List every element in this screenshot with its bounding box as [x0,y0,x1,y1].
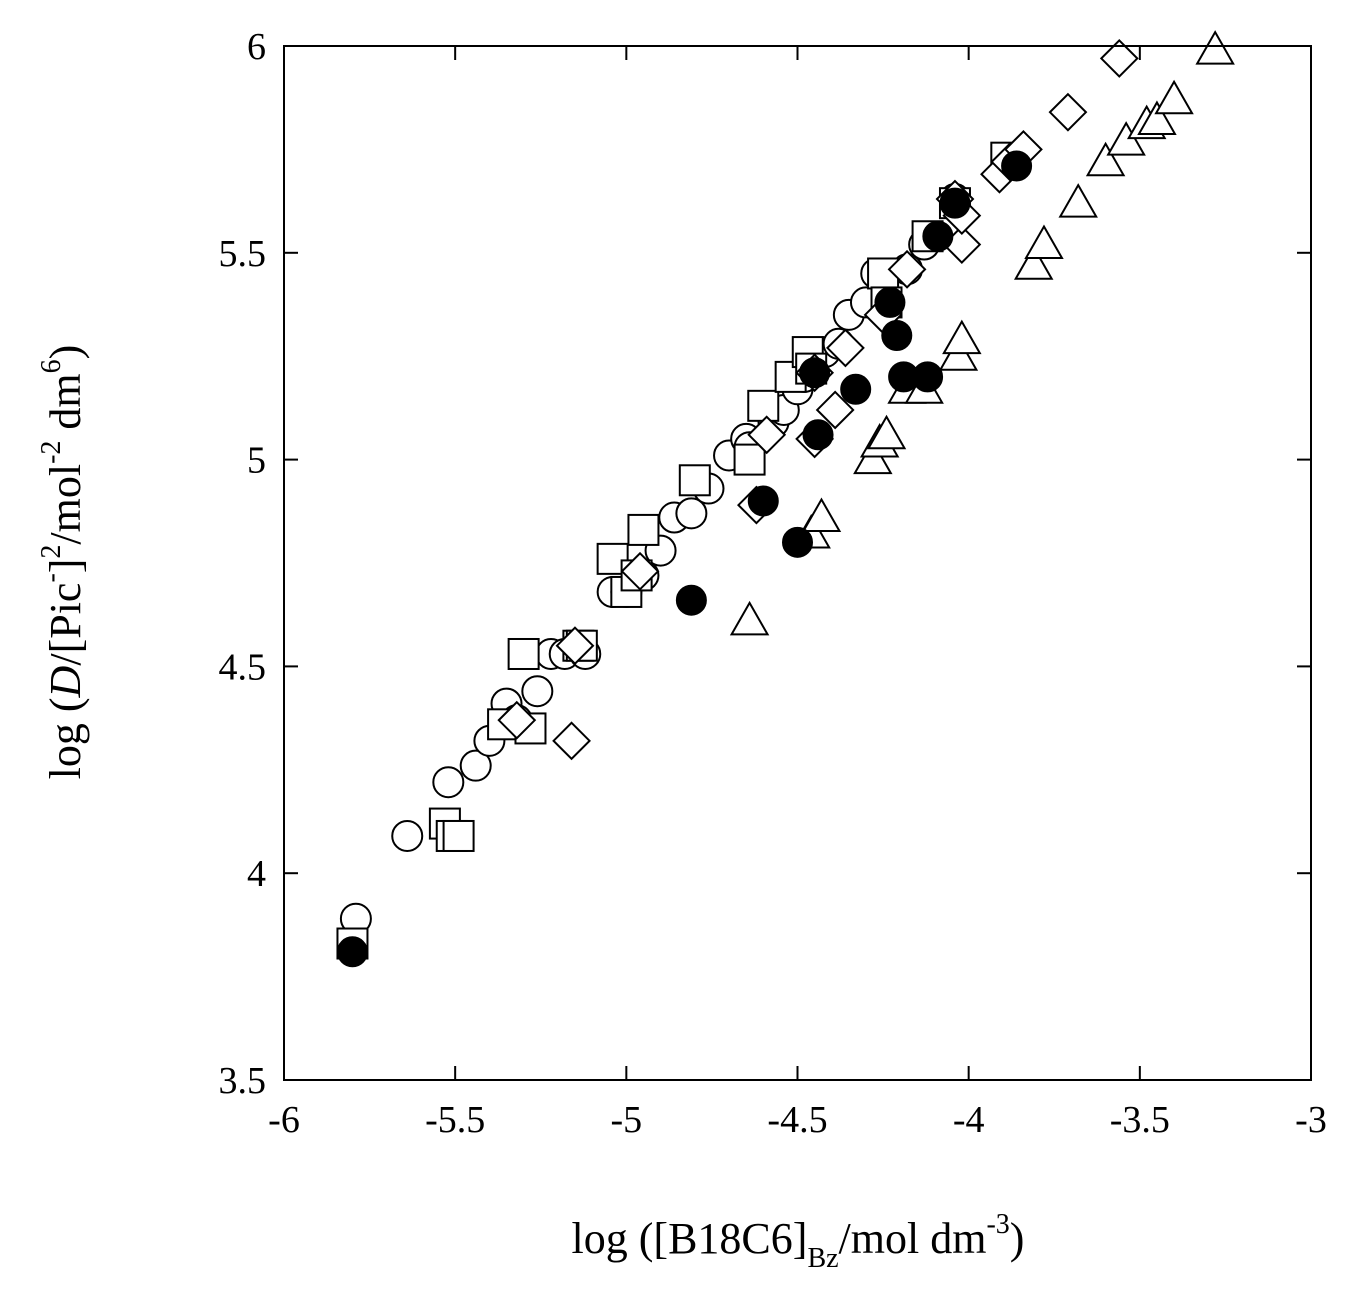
y-axis-title-prefix: log ( [41,697,90,779]
point-open-circle [521,675,554,708]
point-open-diamond [887,249,927,289]
point-open-square [733,443,766,476]
y-axis-title-suffix: ) [41,345,90,360]
point-open-triangle [729,600,770,636]
point-open-triangle [1195,30,1235,65]
point-open-triangle [1085,141,1126,177]
x-tick-label: -5.5 [425,1099,485,1141]
point-filled-circle [874,286,906,318]
point-open-circle [432,766,465,799]
axes-layer [283,45,1312,1081]
x-axis-title-prefix: log ([B18C6] [572,1214,808,1263]
point-open-square [442,819,475,852]
point-open-circle [459,749,492,782]
point-open-diamond [1099,38,1139,78]
point-open-triangle [801,497,842,533]
point-open-diamond [1048,92,1088,132]
x-axis-title-sup: -3 [986,1209,1009,1240]
x-tick-label: -4 [953,1099,985,1141]
point-open-diamond [620,551,660,591]
x-tick-label: -6 [268,1099,300,1141]
point-filled-circle [939,187,971,219]
y-axis-title-italic: D [41,665,90,698]
point-filled-circle [922,220,954,252]
y-axis-title-part4: dm [41,373,90,440]
y-axis-title-sup2: 2 [36,545,67,559]
y-tick-label: 3.5 [219,1060,267,1102]
point-filled-circle [747,485,779,517]
point-open-diamond [497,700,537,740]
x-tick-label: -3 [1295,1099,1327,1141]
y-tick-label: 4.5 [219,646,267,688]
point-filled-circle [1001,150,1033,182]
point-open-diamond [555,626,595,666]
point-filled-circle [840,373,872,405]
point-open-diamond [826,328,865,368]
point-open-triangle [942,319,982,355]
point-open-square [747,389,780,422]
x-axis-title: log ([B18C6]Bz/mol dm-3) [572,1209,1025,1274]
point-open-triangle [1024,224,1064,260]
y-axis-title-part2: ] [41,559,90,574]
point-filled-circle [802,419,834,451]
point-open-diamond [747,415,787,455]
point-open-triangle [1137,100,1177,135]
y-axis-title-part3: /mol [41,464,90,545]
tick-labels-layer: -6 -5.5 -5 -4.5 -4 -3.5 -3 3.5 4 4.5 5 5.5 6 [219,26,1327,1141]
y-axis-title-sup1: - [36,573,67,582]
point-open-circle [391,819,424,852]
point-filled-circle [799,357,831,389]
point-open-triangle [1013,245,1054,280]
point-filled-circle [675,584,707,616]
point-filled-circle [912,361,944,393]
point-open-circle [675,497,708,530]
y-tick-label: 6 [247,26,266,68]
y-axis-title-part1: /[Pic [41,583,90,666]
plot-frame [283,45,1312,1081]
point-filled-circle [881,320,913,352]
point-open-square [507,637,540,670]
point-open-triangle [1058,183,1098,218]
y-axis-title: log (D/[Pic-]2/mol-2 dm6) [36,345,90,780]
y-tick-label: 5 [247,440,266,482]
x-tick-label: -4.5 [767,1099,827,1141]
point-filled-circle [336,936,368,968]
x-axis-title-sub: Bz [807,1243,838,1274]
point-filled-circle [782,526,813,558]
point-open-diamond [815,390,855,430]
marks-layer [336,30,1235,968]
point-open-square [678,464,711,497]
point-open-triangle [866,414,907,450]
point-open-triangle [1154,79,1194,115]
y-tick-label: 5.5 [219,233,267,275]
x-tick-label: -3.5 [1110,1099,1170,1141]
x-axis-title-middle: /mol dm [839,1214,987,1263]
point-open-square [627,513,660,546]
point-open-diamond [552,721,591,761]
y-axis-title-sup3: -2 [36,441,67,464]
y-tick-label: 4 [247,853,266,895]
x-tick-label: -5 [611,1099,643,1141]
x-axis-title-suffix: ) [1010,1214,1025,1263]
y-axis-title-sup4: 6 [36,359,67,373]
